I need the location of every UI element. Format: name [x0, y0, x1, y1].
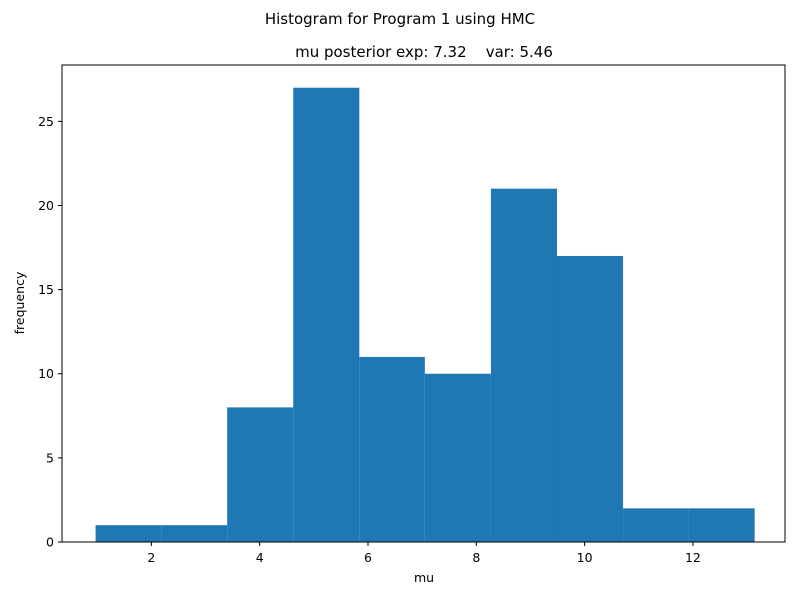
- histogram-bar-2: [161, 525, 228, 542]
- x-axis-ticks: 2 4 6 8 10 12: [147, 542, 701, 565]
- axes-title: mu posterior exp: 7.32 var: 5.46: [295, 43, 553, 61]
- histogram-bar-7: [490, 188, 557, 542]
- y-tick-label: 25: [38, 114, 54, 129]
- y-tick-label: 10: [38, 366, 54, 381]
- x-tick-label: 12: [685, 550, 701, 565]
- histogram-bar-10: [688, 508, 755, 542]
- x-tick-label: 6: [364, 550, 372, 565]
- y-tick-label: 0: [46, 535, 54, 550]
- plot-frame: [61, 64, 786, 543]
- x-axis-label: mu: [414, 570, 434, 585]
- x-tick-label: 4: [256, 550, 264, 565]
- figure-suptitle: Histogram for Program 1 using HMC: [265, 10, 535, 28]
- histogram-bar-5: [359, 356, 425, 542]
- bars-group: [95, 87, 755, 542]
- y-tick-label: 15: [38, 282, 54, 297]
- histogram-bar-8: [556, 255, 624, 542]
- x-tick-label: 10: [577, 550, 593, 565]
- y-tick-label: 5: [46, 450, 54, 465]
- histogram-bar-6: [424, 373, 491, 542]
- y-axis-ticks: 0 5 10 15 20 25: [38, 114, 62, 550]
- x-tick-label: 2: [147, 550, 155, 565]
- histogram-bar-1: [95, 525, 162, 542]
- histogram-bar-4: [293, 87, 360, 542]
- histogram-bar-3: [227, 407, 294, 542]
- y-axis-label: frequency: [12, 271, 27, 334]
- x-tick-label: 8: [472, 550, 480, 565]
- histogram-bar-9: [623, 508, 689, 542]
- y-tick-label: 20: [38, 198, 54, 213]
